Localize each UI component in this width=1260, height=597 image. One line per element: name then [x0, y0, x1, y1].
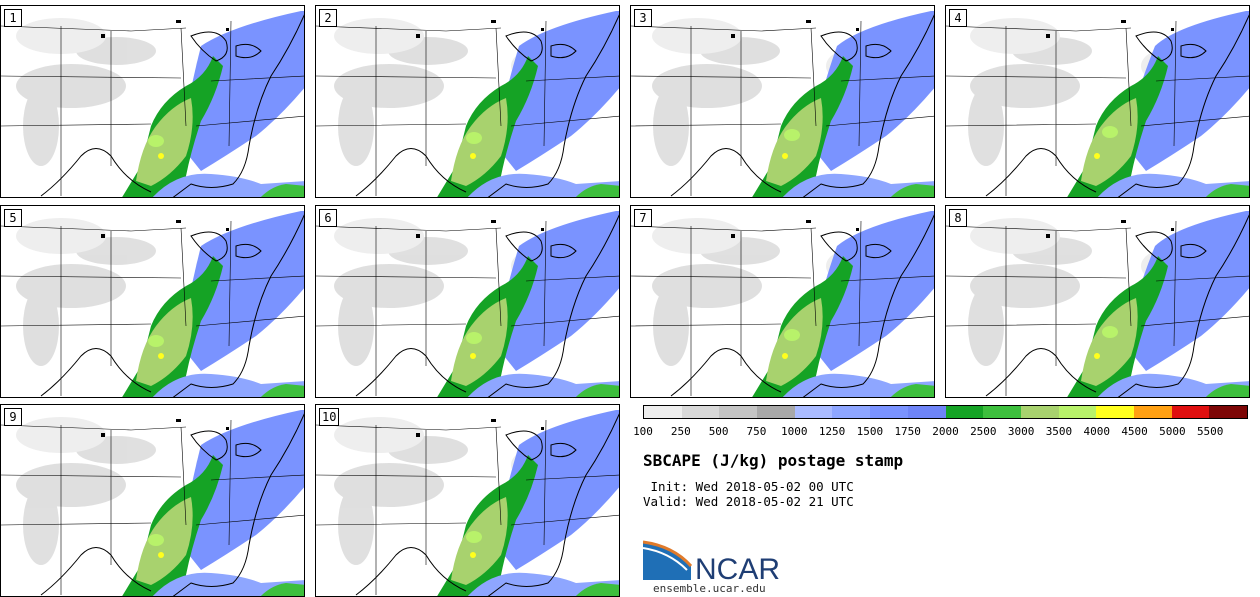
colorbar-tick-label: 750 — [746, 425, 767, 438]
colorbar-tick-label: 5000 — [1159, 425, 1186, 438]
panel-number-label: 1 — [4, 9, 22, 27]
colorbar-tick-label: 3000 — [1007, 425, 1035, 438]
colorbar-swatch — [1171, 406, 1210, 418]
map-panel: 8 — [945, 205, 1250, 398]
sbcape-map — [316, 410, 619, 596]
map-panel: 9 — [0, 404, 305, 597]
map-panel: 4 — [945, 5, 1250, 198]
colorbar-swatch — [870, 406, 908, 418]
colorbar-swatch — [832, 406, 871, 418]
colorbar-tick-label: 250 — [670, 425, 691, 438]
colorbar-tick-label: 2500 — [970, 425, 997, 438]
sbcape-map — [316, 11, 619, 197]
colorbar-tick-label: 1750 — [894, 425, 921, 438]
sbcape-map — [946, 11, 1249, 197]
colorbar-tick-label: 500 — [708, 425, 729, 438]
map-panel: 1 — [0, 5, 305, 198]
ncar-logo: NCAR — [642, 540, 793, 586]
colorbar-swatch — [1020, 406, 1059, 418]
colorbar-swatch — [757, 406, 795, 418]
colorbar-swatch — [1058, 406, 1097, 418]
panel-number-label: 8 — [949, 209, 967, 227]
sbcape-map — [1, 11, 304, 197]
map-panel: 6 — [315, 205, 620, 398]
colorbar-tick-label: 1250 — [818, 425, 846, 438]
panel-number-label: 7 — [634, 209, 652, 227]
colorbar-swatch — [1209, 406, 1247, 418]
panel-number-label: 4 — [949, 9, 967, 27]
colorbar-swatch — [983, 406, 1021, 418]
sbcape-map — [1, 211, 304, 397]
colorbar-tick-label: 2000 — [932, 425, 959, 438]
panel-number-label: 2 — [319, 9, 337, 27]
colorbar — [643, 405, 1248, 419]
panel-number-label: 9 — [4, 408, 22, 426]
map-panel: 7 — [630, 205, 935, 398]
sbcape-map — [946, 211, 1249, 397]
colorbar-tick-label: 1000 — [781, 425, 808, 438]
colorbar-tick-label: 1500 — [856, 425, 884, 438]
colorbar-tick-label: 3500 — [1045, 425, 1073, 438]
website-url: ensemble.ucar.edu — [653, 582, 766, 595]
product-title: SBCAPE (J/kg) postage stamp — [643, 451, 904, 470]
colorbar-tick-labels: 100 250 500 750 1000 1250 1500 1750 2000 2500 3000… — [633, 425, 1248, 439]
init-time: Init: Wed 2018-05-02 00 UTC — [643, 479, 854, 494]
map-panel: 3 — [630, 5, 935, 198]
colorbar-tick-label: 4000 — [1083, 425, 1111, 438]
map-panel: 5 — [0, 205, 305, 398]
colorbar-tick-label: 100 — [633, 425, 653, 438]
colorbar-swatch — [681, 406, 720, 418]
map-panel: 2 — [315, 5, 620, 198]
colorbar-tick-label: 5500 — [1196, 425, 1224, 438]
sbcape-map — [631, 211, 934, 397]
colorbar-swatch — [794, 406, 833, 418]
panel-number-label: 10 — [319, 408, 340, 426]
colorbar-swatch — [719, 406, 758, 418]
sbcape-map — [1, 410, 304, 596]
sbcape-map — [631, 11, 934, 197]
panel-number-label: 6 — [319, 209, 337, 227]
colorbar-swatch — [945, 406, 984, 418]
valid-time: Valid: Wed 2018-05-02 21 UTC — [643, 494, 854, 509]
ncar-logo-text: NCAR — [695, 553, 780, 584]
map-panel: 10 — [315, 404, 620, 597]
colorbar-swatch — [1133, 406, 1172, 418]
panel-number-label: 5 — [4, 209, 22, 227]
colorbar-tick-label: 4500 — [1121, 425, 1148, 438]
colorbar-swatch — [907, 406, 946, 418]
sbcape-map — [316, 211, 619, 397]
panel-number-label: 3 — [634, 9, 652, 27]
colorbar-swatch — [644, 406, 682, 418]
colorbar-swatch — [1096, 406, 1134, 418]
